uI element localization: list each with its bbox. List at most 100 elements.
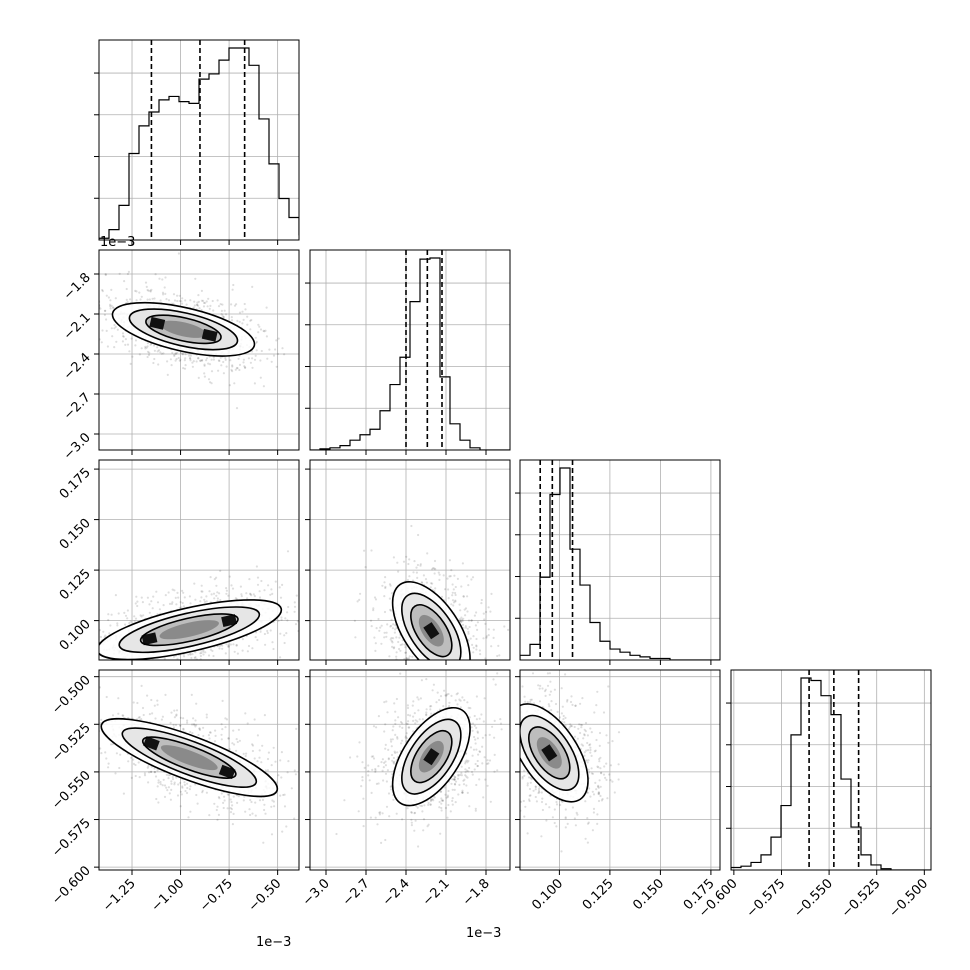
scatter-point xyxy=(168,602,172,606)
scatter-point xyxy=(429,803,432,806)
scatter-point xyxy=(174,352,177,355)
scatter-point xyxy=(146,596,149,599)
scatter-point xyxy=(390,640,393,643)
scatter-point xyxy=(583,733,586,736)
scatter-point xyxy=(95,651,97,653)
scatter-point xyxy=(442,662,444,664)
scatter-point xyxy=(461,789,464,792)
scatter-point xyxy=(255,631,258,634)
scatter-point xyxy=(216,597,219,600)
scatter-point xyxy=(243,365,246,368)
scatter-point xyxy=(181,297,184,300)
scatter-point xyxy=(447,789,450,793)
scatter-point xyxy=(462,783,466,786)
scatter-point xyxy=(463,663,465,665)
scatter-point xyxy=(149,289,152,292)
scatter-point xyxy=(482,796,485,799)
scatter-point xyxy=(210,382,213,385)
scatter-point xyxy=(178,359,181,362)
scatter-point xyxy=(143,670,145,672)
scatter-point xyxy=(150,770,153,774)
scatter-point xyxy=(141,662,143,664)
scatter-point xyxy=(129,670,131,672)
scatter-point xyxy=(457,774,460,777)
scatter-point xyxy=(254,336,257,339)
scatter-point xyxy=(475,611,478,614)
scatter-point xyxy=(179,724,182,727)
scatter-point xyxy=(146,766,149,769)
density-level-2 xyxy=(160,320,207,338)
scatter-point xyxy=(249,813,252,817)
scatter-point xyxy=(269,593,272,596)
scatter-point xyxy=(122,335,125,338)
scatter-point xyxy=(136,701,139,705)
scatter-point xyxy=(29,722,31,724)
scatter-point xyxy=(246,650,249,653)
scatter-point xyxy=(517,825,519,827)
contour-line-1 xyxy=(401,592,462,660)
scatter-point xyxy=(392,647,395,650)
density-peak xyxy=(221,614,238,628)
scatter-point xyxy=(277,619,280,622)
scatter-point xyxy=(390,618,393,622)
scatter-point xyxy=(219,599,222,602)
scatter-point xyxy=(372,609,375,612)
scatter-point xyxy=(148,351,151,354)
scatter-point xyxy=(255,340,258,343)
scatter-point xyxy=(209,648,212,651)
scatter-point xyxy=(464,696,466,698)
scatter-point xyxy=(189,602,192,605)
scatter-point xyxy=(592,811,596,814)
histogram-panel-p1 xyxy=(305,249,511,455)
scatter-point xyxy=(453,778,456,781)
scatter-point xyxy=(244,754,247,758)
scatter-point xyxy=(473,724,476,727)
scatter-point xyxy=(145,346,148,349)
scatter-point xyxy=(453,782,456,786)
panel-frame xyxy=(309,249,511,451)
scatter-point xyxy=(374,649,377,653)
scatter-point xyxy=(596,785,600,788)
scatter-point xyxy=(196,802,199,805)
scatter-point xyxy=(296,620,299,623)
scatter-point xyxy=(335,832,338,836)
scatter-point xyxy=(485,636,488,639)
scatter-point xyxy=(210,358,213,361)
scatter-point xyxy=(196,301,199,304)
scatter-point xyxy=(73,661,75,663)
scatter-point xyxy=(242,358,245,361)
density-peak xyxy=(143,736,160,751)
scatter-point xyxy=(24,676,26,678)
scatter-point xyxy=(466,610,469,613)
scatter-point xyxy=(149,343,152,346)
scatter-point xyxy=(108,632,111,635)
scatter-point xyxy=(183,596,186,599)
scatter-point xyxy=(469,637,472,640)
scatter-point xyxy=(486,784,489,787)
scatter-point xyxy=(199,654,202,658)
scatter-point xyxy=(170,711,173,714)
scatter-point xyxy=(245,752,248,755)
scatter-point xyxy=(255,341,258,344)
scatter-point xyxy=(415,674,417,676)
scatter-point xyxy=(109,303,112,306)
scatter-point xyxy=(244,366,247,369)
scatter-point xyxy=(175,603,178,606)
scatter-point xyxy=(91,700,93,702)
scatter-point xyxy=(493,719,496,723)
scatter-point xyxy=(583,728,586,731)
scatter-point xyxy=(409,673,411,675)
scatter-point xyxy=(117,612,120,615)
scatter-point xyxy=(178,668,180,670)
scatter-point xyxy=(476,759,479,763)
scatter-point xyxy=(163,795,167,799)
scatter-point xyxy=(164,693,167,697)
scatter-point xyxy=(516,717,518,719)
scatter-point xyxy=(392,798,395,801)
scatter-point xyxy=(413,712,416,715)
scatter-point xyxy=(151,712,154,715)
scatter-point xyxy=(390,788,393,791)
scatter-point xyxy=(124,614,128,617)
scatter-point xyxy=(191,365,194,368)
scatter-point xyxy=(479,688,481,690)
